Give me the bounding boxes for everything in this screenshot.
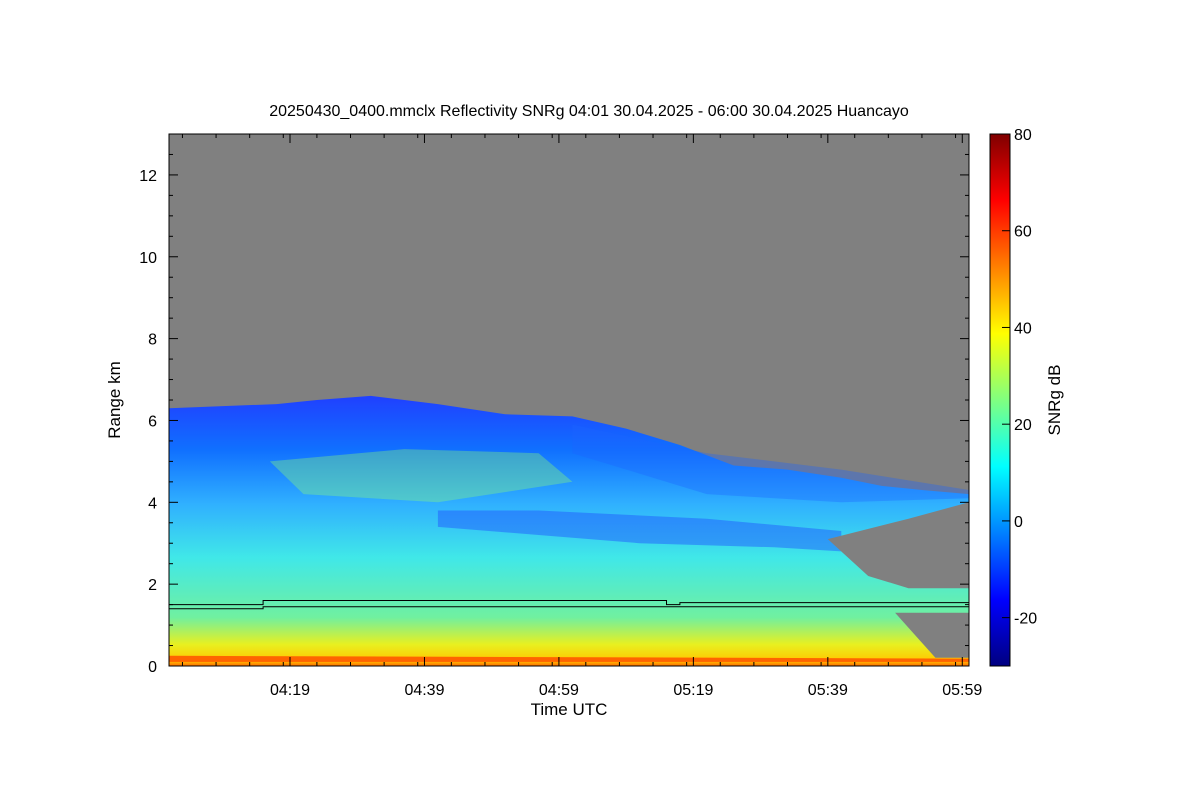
green-patch-left	[269, 449, 573, 503]
y-tick-label: 2	[148, 577, 157, 594]
colorbar-tick-label: -20	[1014, 611, 1037, 628]
colorbar-tick-label: 40	[1014, 320, 1032, 337]
colorbar-tick-label: 80	[1014, 127, 1032, 144]
y-tick-label: 6	[148, 413, 157, 430]
x-tick-label: 05:39	[808, 682, 848, 699]
y-tick-label: 4	[148, 495, 157, 512]
x-axis: 04:19 04:39 04:59 05:19 05:39 05:59	[181, 134, 982, 699]
y-tick-label: 8	[148, 332, 157, 349]
colorbar-axis: -20 0 20 40 60 80	[1002, 127, 1037, 628]
surface-hotline	[169, 655, 969, 662]
y-tick-label: 0	[148, 659, 157, 676]
upper-blue-band	[572, 424, 969, 503]
colorbar-tick-label: 20	[1014, 417, 1032, 434]
x-tick-label: 04:39	[404, 682, 444, 699]
boundary-line-2	[169, 606, 969, 610]
boundary-line-1	[169, 600, 969, 606]
right-cutout	[827, 502, 969, 589]
echo-features	[169, 424, 969, 662]
plot-area	[169, 134, 969, 666]
colorbar	[989, 133, 1011, 667]
lower-right-cutout	[895, 612, 969, 658]
y-tick-label: 10	[139, 250, 157, 267]
chart-title: 20250430_0400.mmclx Reflectivity SNRg 04…	[269, 103, 909, 120]
x-tick-label: 04:19	[270, 682, 310, 699]
y-axis-title: Range km	[105, 361, 124, 438]
x-axis-title: Time UTC	[531, 700, 608, 719]
cloud-echo-region	[169, 395, 969, 666]
colorbar-tick-label: 60	[1014, 224, 1032, 241]
dark-blue-band	[437, 510, 842, 552]
x-tick-label: 05:59	[942, 682, 982, 699]
colorbar-tick-label: 0	[1014, 514, 1023, 531]
x-tick-label: 05:19	[673, 682, 713, 699]
colorbar-label: SNRg dB	[1045, 365, 1064, 436]
y-axis: 0 2 4 6 8 10 12	[139, 153, 969, 676]
y-tick-label: 12	[139, 168, 157, 185]
x-tick-label: 04:59	[539, 682, 579, 699]
